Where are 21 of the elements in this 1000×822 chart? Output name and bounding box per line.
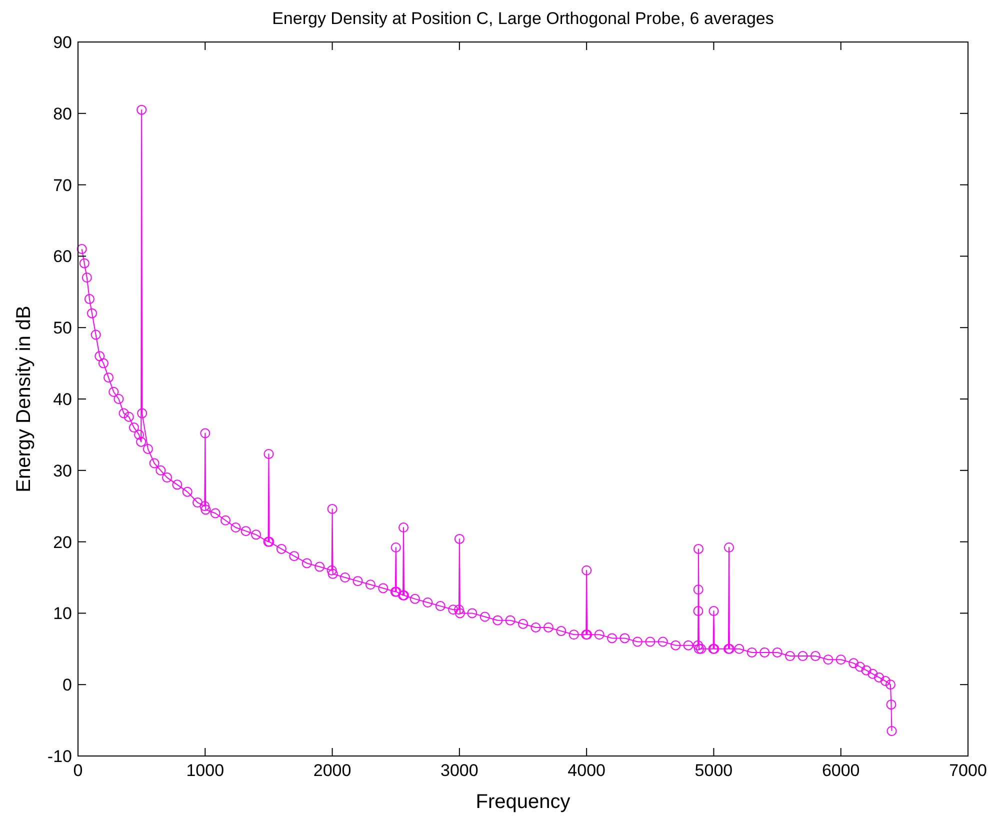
y-tick-label: 10 [53, 604, 72, 624]
x-tick-label: 5000 [694, 761, 733, 780]
x-tick-label: 1000 [186, 761, 224, 780]
y-tick-label: 90 [53, 32, 72, 52]
y-tick-label: 0 [62, 676, 72, 695]
x-tick-label: 3000 [440, 761, 478, 780]
x-tick-label: 2000 [313, 761, 352, 780]
y-axis-title: Energy Density in dB [13, 306, 35, 492]
x-tick-label: 4000 [568, 761, 606, 780]
y-tick-label: 20 [53, 532, 72, 552]
y-tick-label: 50 [53, 318, 72, 338]
y-tick-label: 30 [53, 461, 72, 480]
x-tick-label: 6000 [822, 761, 860, 780]
chart-title: Energy Density at Position C, Large Orthogonal Probe, 6 averages [272, 9, 774, 28]
y-tick-label: 40 [53, 390, 72, 409]
x-tick-label: 7000 [949, 761, 987, 780]
x-axis-title: Frequency [476, 791, 570, 813]
y-tick-label: 70 [53, 176, 72, 195]
y-tick-label: 60 [53, 247, 72, 266]
y-tick-label: -10 [47, 746, 72, 766]
y-tick-label: 80 [53, 104, 72, 124]
